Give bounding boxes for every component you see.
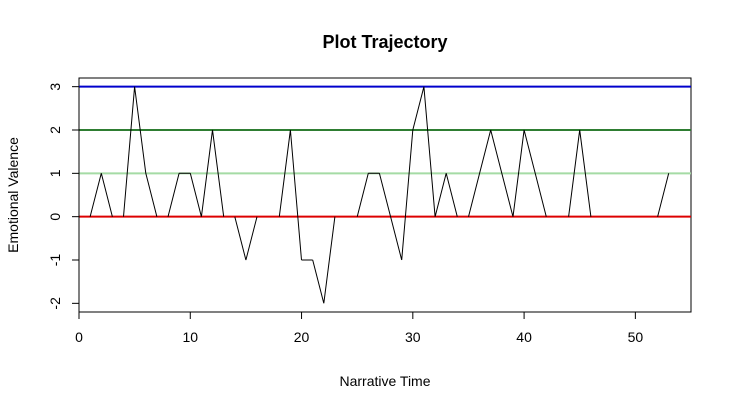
y-tick-label: -2 bbox=[47, 297, 63, 310]
x-tick-label: 30 bbox=[405, 329, 421, 345]
y-tick-label: -1 bbox=[47, 254, 63, 267]
y-tick-label: 2 bbox=[47, 126, 63, 134]
series-group bbox=[89, 86, 670, 304]
y-tick-label: 0 bbox=[47, 213, 63, 221]
y-axis: -2 -1 0 1 2 3 bbox=[47, 83, 80, 310]
y-tick-label: 1 bbox=[47, 169, 63, 177]
x-axis: 0 10 20 30 40 50 bbox=[75, 311, 644, 345]
chart-title: Plot Trajectory bbox=[322, 32, 447, 52]
y-axis-label: Emotional Valence bbox=[5, 137, 21, 253]
x-tick-label: 40 bbox=[516, 329, 532, 345]
reference-lines bbox=[79, 85, 691, 218]
x-tick-label: 20 bbox=[294, 329, 310, 345]
x-tick-label: 50 bbox=[628, 329, 644, 345]
x-axis-label: Narrative Time bbox=[339, 373, 430, 389]
x-tick-label: 0 bbox=[75, 329, 83, 345]
series-line-0 bbox=[89, 86, 670, 304]
y-tick-label: 3 bbox=[47, 83, 63, 91]
x-tick-label: 10 bbox=[182, 329, 198, 345]
